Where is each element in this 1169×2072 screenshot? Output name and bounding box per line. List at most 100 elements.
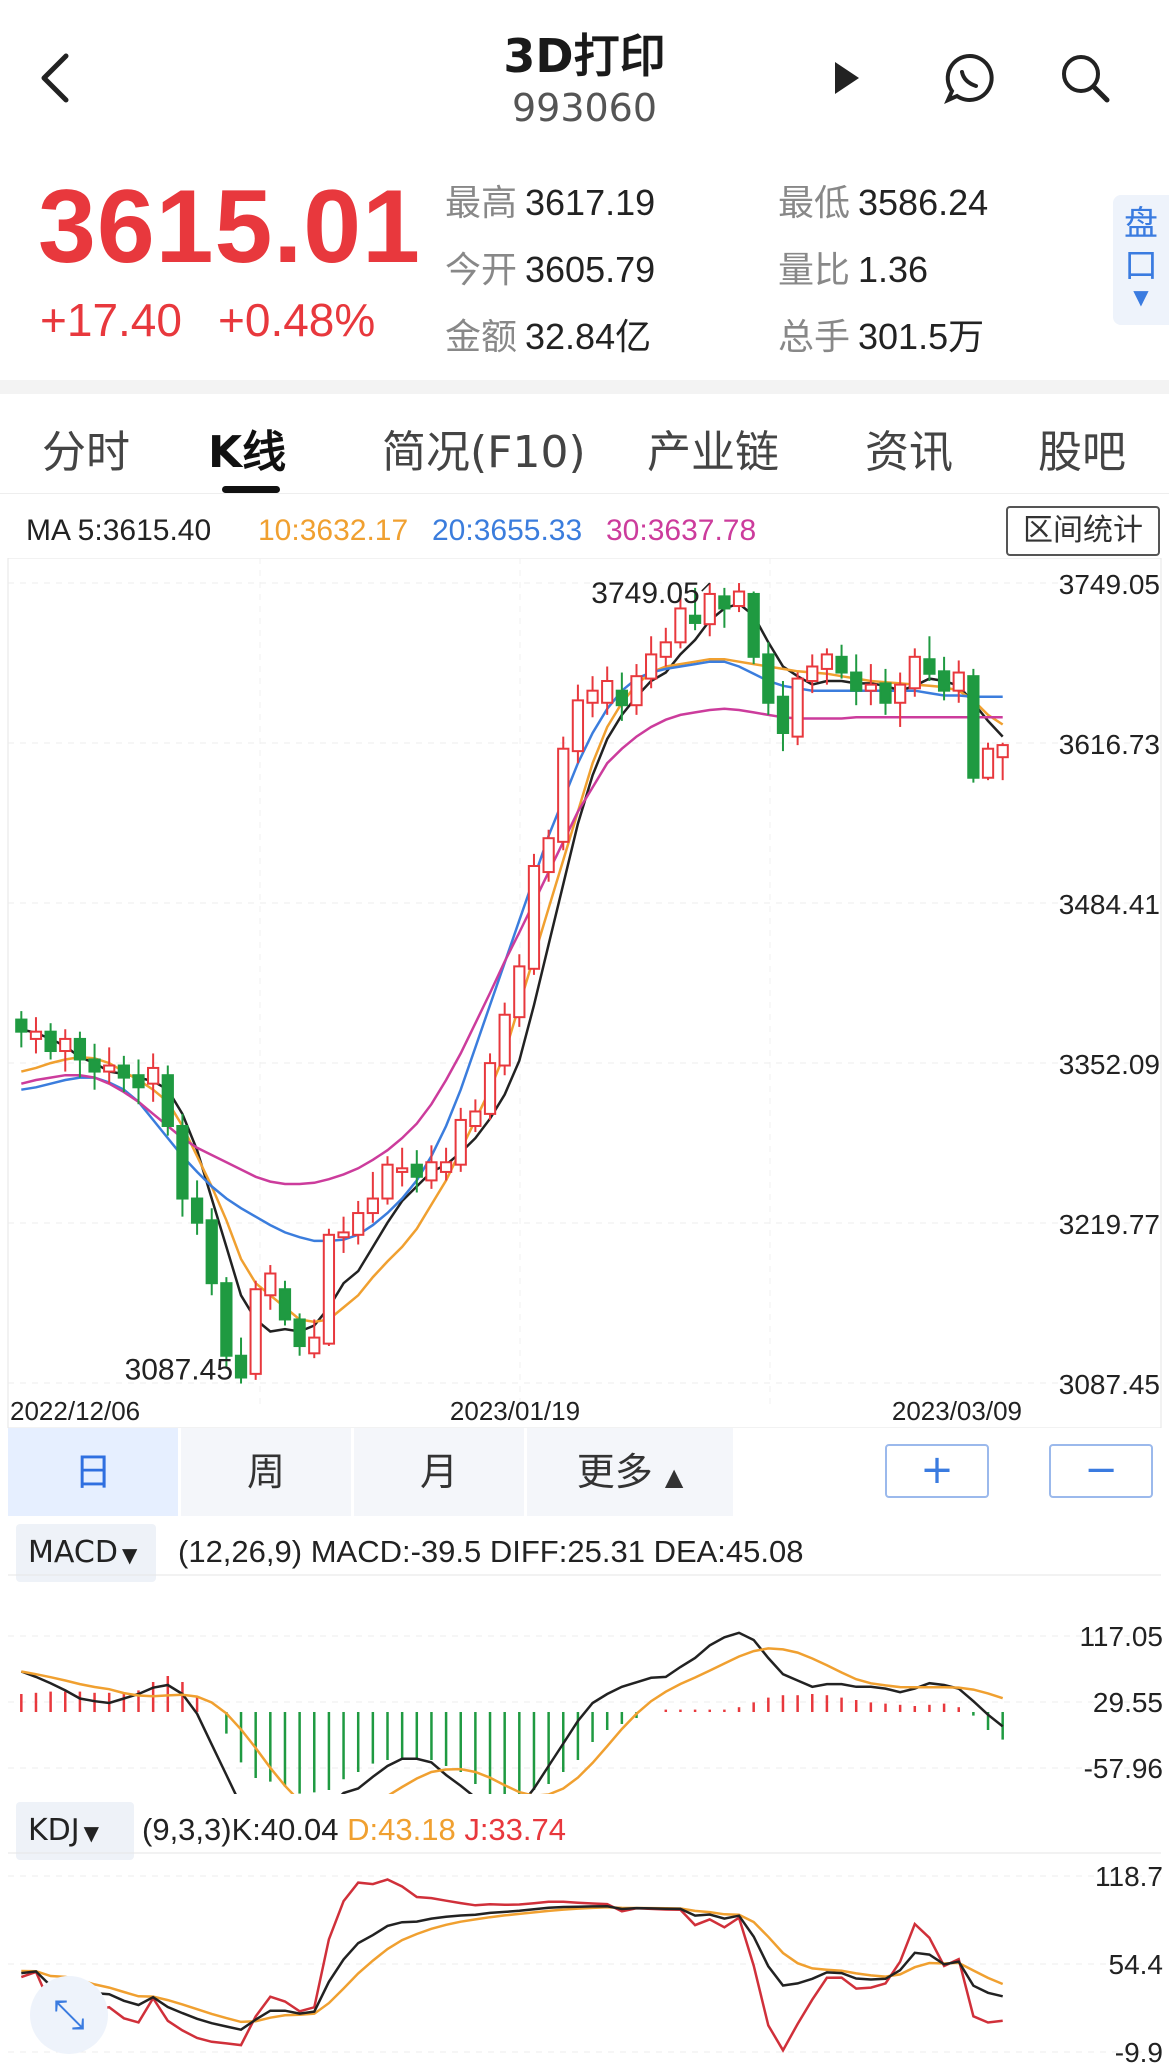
kdj-chart: 118.7 54.4 -9.9 bbox=[8, 1852, 1163, 2068]
candle bbox=[542, 829, 555, 882]
candle bbox=[190, 1180, 204, 1235]
candle bbox=[161, 1065, 174, 1136]
stat-high: 最高 3617.19 bbox=[445, 182, 656, 224]
candle bbox=[381, 1156, 394, 1205]
candle bbox=[220, 1277, 233, 1368]
kdj-selector[interactable]: KDJ ▼ bbox=[16, 1802, 134, 1860]
candle bbox=[762, 642, 775, 715]
candle bbox=[732, 583, 746, 613]
candle bbox=[322, 1228, 336, 1347]
ma20-line bbox=[21, 660, 1003, 1243]
tab-forum[interactable]: 股吧 bbox=[1038, 427, 1126, 478]
play-icon[interactable] bbox=[815, 48, 875, 108]
price-tick-label: 3352.09 bbox=[1059, 1049, 1160, 1080]
ma-legend: MA 5:3615.40 10:3632.17 20:3655.33 30:36… bbox=[0, 502, 1169, 558]
candle bbox=[937, 656, 951, 701]
tab-news[interactable]: 资讯 bbox=[865, 427, 953, 478]
candle bbox=[908, 648, 921, 697]
candle bbox=[527, 853, 541, 975]
range-stats-button[interactable]: 区间统计 bbox=[1006, 506, 1160, 556]
macd-selector[interactable]: MACD ▼ bbox=[16, 1524, 156, 1582]
period-more[interactable]: 更多 ▲ bbox=[527, 1428, 733, 1516]
candle bbox=[996, 742, 1009, 781]
page-title: 3D打印 bbox=[503, 29, 666, 83]
tab-industry-chain[interactable]: 产业链 bbox=[647, 427, 779, 478]
j-line bbox=[20, 1878, 1003, 2053]
candle bbox=[337, 1216, 350, 1253]
candle bbox=[864, 664, 877, 706]
candle bbox=[791, 672, 804, 746]
tab-kline[interactable]: K线 bbox=[208, 427, 287, 478]
candle bbox=[879, 668, 892, 715]
price-tick-label: 3616.73 bbox=[1059, 729, 1160, 760]
stock-code: 993060 bbox=[511, 86, 658, 130]
chat-icon[interactable] bbox=[940, 48, 1000, 108]
period-selector: 日 周 月 更多 ▲ + − bbox=[8, 1428, 1161, 1516]
candle bbox=[674, 593, 687, 649]
back-icon[interactable] bbox=[30, 48, 78, 108]
macd-tick-label: 29.55 bbox=[1093, 1687, 1163, 1718]
macd-chart: 117.05 29.55 -57.96 bbox=[8, 1574, 1163, 1794]
ma20-value: 20:3655.33 bbox=[432, 514, 583, 547]
candle bbox=[15, 1011, 28, 1048]
period-week[interactable]: 周 bbox=[181, 1428, 351, 1516]
current-price: 3615.01 bbox=[38, 169, 421, 285]
candle bbox=[498, 1002, 511, 1076]
date-tick-label: 2023/01/19 bbox=[450, 1396, 580, 1426]
candle bbox=[659, 627, 672, 667]
macd-params: (12,26,9) MACD:-39.5 DIFF:25.31 DEA:45.0… bbox=[178, 1534, 804, 1569]
candle bbox=[308, 1319, 321, 1359]
price-tick-label: 3219.77 bbox=[1059, 1209, 1160, 1240]
candle bbox=[923, 636, 936, 682]
period-month[interactable]: 月 bbox=[354, 1428, 524, 1516]
candle bbox=[88, 1043, 101, 1090]
candle bbox=[952, 660, 965, 703]
candle bbox=[630, 664, 643, 715]
tab-timeshare[interactable]: 分时 bbox=[42, 427, 130, 478]
candle bbox=[469, 1099, 482, 1133]
candle bbox=[117, 1055, 130, 1093]
zoom-in-button[interactable]: + bbox=[885, 1444, 989, 1498]
candle bbox=[234, 1337, 248, 1384]
active-tab-indicator bbox=[222, 486, 280, 493]
candle bbox=[73, 1031, 87, 1078]
candle bbox=[850, 654, 863, 706]
candle bbox=[586, 676, 599, 718]
price-change-pct: +0.48% bbox=[218, 294, 376, 346]
date-tick-label: 2022/12/06 bbox=[10, 1396, 140, 1426]
candle bbox=[718, 587, 731, 628]
expand-icon[interactable]: ⤡ bbox=[30, 1976, 108, 2054]
triangle-down-icon: ▼ bbox=[83, 1821, 100, 1845]
candle bbox=[103, 1047, 116, 1084]
app-header: 3D打印 993060 bbox=[0, 0, 1169, 150]
candle bbox=[410, 1150, 423, 1193]
dea-line bbox=[21, 1647, 1004, 1794]
tab-f10[interactable]: 简况(F10) bbox=[382, 427, 586, 478]
candle bbox=[132, 1059, 145, 1105]
candle bbox=[747, 591, 760, 665]
candle bbox=[59, 1029, 72, 1072]
stat-low: 最低 3586.24 bbox=[778, 182, 989, 224]
pankou-button[interactable]: 盘口 ▼ bbox=[1113, 195, 1169, 325]
candle bbox=[776, 681, 790, 752]
candles bbox=[15, 583, 1009, 1384]
kdj-tick-label: 118.7 bbox=[1095, 1861, 1163, 1892]
date-tick-label: 2023/03/09 bbox=[892, 1396, 1022, 1426]
price-tick-label: 3087.45 bbox=[1059, 1369, 1160, 1400]
quote-panel: 3615.01 +17.40 +0.48% 最高 3617.19 最低 3586.2… bbox=[0, 150, 1169, 380]
search-icon[interactable] bbox=[1055, 48, 1115, 108]
ma-lines bbox=[20, 602, 1004, 1333]
price-change: +17.40 bbox=[40, 294, 182, 346]
kline-chart[interactable]: 3749.05 3616.73 3484.41 3352.09 3219.77 3087.… bbox=[0, 558, 1169, 1428]
high-label: 3749.05 bbox=[591, 577, 699, 610]
zoom-out-button[interactable]: − bbox=[1049, 1444, 1153, 1498]
period-day[interactable]: 日 bbox=[8, 1428, 178, 1516]
candle bbox=[147, 1053, 160, 1102]
candle bbox=[688, 587, 702, 631]
candle bbox=[396, 1147, 409, 1187]
candle bbox=[967, 668, 980, 783]
stat-open: 今开 3605.79 bbox=[445, 249, 656, 291]
low-label: 3087.45 bbox=[125, 1354, 233, 1387]
candle bbox=[29, 1017, 43, 1054]
ma5-value: MA 5:3615.40 bbox=[26, 514, 212, 547]
